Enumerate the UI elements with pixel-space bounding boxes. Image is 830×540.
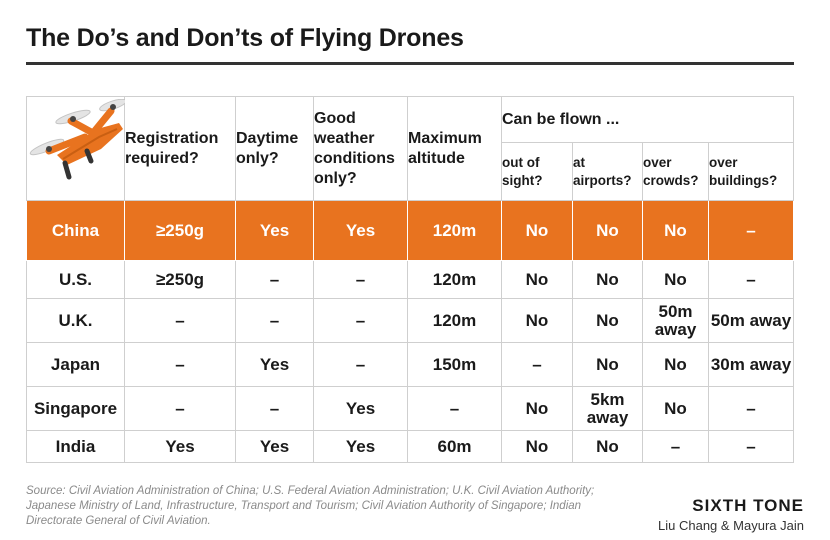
out-of-sight-cell: No: [501, 200, 573, 261]
buildings-cell: –: [707, 260, 795, 299]
drone-rules-table: Registration required? Daytime only? Goo…: [26, 96, 795, 463]
header-can-be-flown: Can be flown ...: [500, 96, 795, 143]
table-row: Japan – Yes – 150m – No No 30m away: [26, 342, 795, 387]
out-of-sight-cell: –: [501, 342, 573, 387]
table-row: U.K. – – – 120m No No 50m away 50m away: [26, 298, 795, 343]
airports-cell: No: [572, 200, 643, 261]
country-cell: India: [26, 430, 125, 463]
crowds-cell: No: [642, 200, 709, 261]
country-cell: China: [26, 200, 125, 261]
out-of-sight-cell: No: [501, 430, 573, 463]
crowds-cell: 50m away: [642, 298, 709, 343]
drone-illustration-cell: [26, 96, 125, 201]
altitude-cell: 120m: [407, 200, 502, 261]
daytime-cell: –: [235, 298, 314, 343]
country-cell: Singapore: [26, 386, 125, 431]
buildings-cell: –: [707, 200, 795, 261]
buildings-cell: 50m away: [707, 298, 795, 343]
crowds-cell: No: [642, 342, 709, 387]
airports-cell: No: [572, 260, 643, 299]
weather-cell: –: [313, 342, 408, 387]
title-rule: [26, 62, 794, 65]
airports-cell: 5km away: [572, 386, 643, 431]
table-row: Singapore – – Yes – No 5km away No –: [26, 386, 795, 431]
airports-cell: No: [572, 342, 643, 387]
out-of-sight-cell: No: [501, 260, 573, 299]
header-daytime: Daytime only?: [235, 96, 314, 201]
drone-icon: [29, 98, 125, 179]
header-altitude: Maximum altitude: [407, 96, 502, 201]
header-weather: Good weather conditions only?: [313, 96, 408, 201]
registration-cell: –: [124, 386, 236, 431]
weather-cell: Yes: [313, 430, 408, 463]
table-row: U.S. ≥250g – – 120m No No No –: [26, 260, 795, 299]
header-registration: Registration required?: [124, 96, 236, 201]
table-row: China ≥250g Yes Yes 120m No No No –: [26, 200, 795, 261]
weather-cell: Yes: [313, 386, 408, 431]
crowds-cell: No: [642, 260, 709, 299]
daytime-cell: –: [235, 260, 314, 299]
altitude-cell: 150m: [407, 342, 502, 387]
country-cell: U.S.: [26, 260, 125, 299]
weather-cell: Yes: [313, 200, 408, 261]
header-airports: at airports?: [572, 142, 643, 201]
crowds-cell: No: [642, 386, 709, 431]
header-buildings: over buildings?: [707, 142, 795, 201]
header-crowds: over crowds?: [642, 142, 709, 201]
country-cell: U.K.: [26, 298, 125, 343]
altitude-cell: 120m: [407, 298, 502, 343]
out-of-sight-cell: No: [501, 298, 573, 343]
weather-cell: –: [313, 298, 408, 343]
buildings-cell: –: [707, 430, 795, 463]
airports-cell: No: [572, 430, 643, 463]
daytime-cell: Yes: [235, 200, 314, 261]
header-out-of-sight: out of sight?: [501, 142, 573, 201]
weather-cell: –: [313, 260, 408, 299]
crowds-cell: –: [642, 430, 709, 463]
daytime-cell: –: [235, 386, 314, 431]
registration-cell: ≥250g: [124, 260, 236, 299]
registration-cell: –: [124, 342, 236, 387]
out-of-sight-cell: No: [501, 386, 573, 431]
table-row: India Yes Yes Yes 60m No No – –: [26, 430, 795, 463]
page-title: The Do’s and Don’ts of Flying Drones: [26, 24, 464, 52]
registration-cell: –: [124, 298, 236, 343]
country-cell: Japan: [26, 342, 125, 387]
buildings-cell: –: [707, 386, 795, 431]
altitude-cell: –: [407, 386, 502, 431]
byline: Liu Chang & Mayura Jain: [658, 518, 804, 533]
registration-cell: ≥250g: [124, 200, 236, 261]
airports-cell: No: [572, 298, 643, 343]
daytime-cell: Yes: [235, 342, 314, 387]
altitude-cell: 120m: [407, 260, 502, 299]
brand-logo: SIXTH TONE: [692, 496, 804, 515]
source-note: Source: Civil Aviation Administration of…: [26, 485, 595, 527]
buildings-cell: 30m away: [707, 342, 795, 387]
brand-block: SIXTH TONE Liu Chang & Mayura Jain: [658, 496, 804, 533]
daytime-cell: Yes: [235, 430, 314, 463]
registration-cell: Yes: [124, 430, 236, 463]
altitude-cell: 60m: [407, 430, 502, 463]
